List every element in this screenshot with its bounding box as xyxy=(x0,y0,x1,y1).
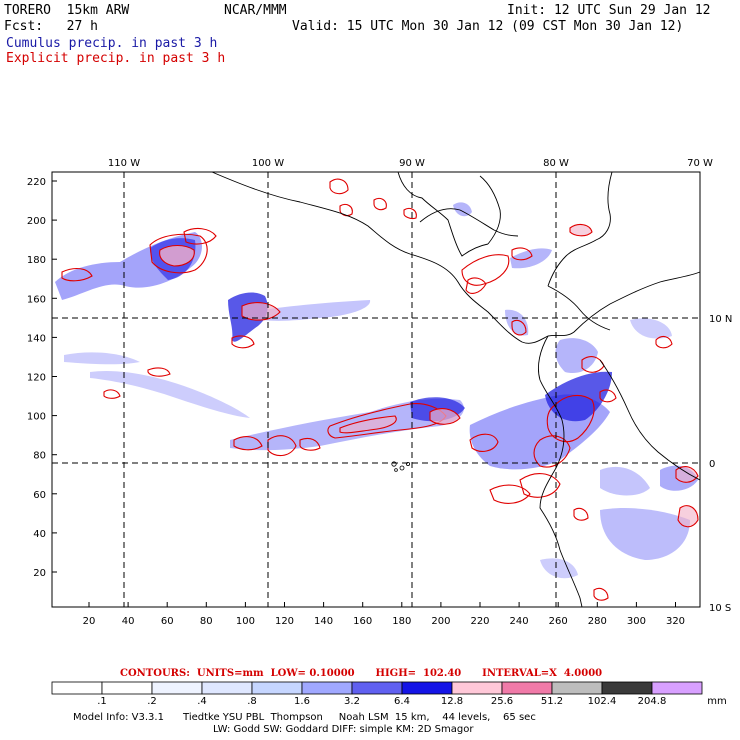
coastlines xyxy=(211,171,701,608)
x-index-label: 280 xyxy=(588,616,607,627)
colorbar xyxy=(51,681,703,695)
x-index-label: 20 xyxy=(83,616,96,627)
colorbar-label: 25.6 xyxy=(490,696,514,707)
y-index-labels: 220 200 180 160 140 120 100 80 60 40 20 xyxy=(27,177,46,579)
colorbar-swatch xyxy=(501,681,553,695)
colorbar-label: 12.8 xyxy=(440,696,464,707)
x-index-label: 40 xyxy=(122,616,135,627)
x-index-label: 220 xyxy=(470,616,489,627)
y-index-label: 20 xyxy=(33,568,46,579)
x-index-label: 100 xyxy=(236,616,255,627)
colorbar-swatch xyxy=(401,681,453,695)
y-index-label: 160 xyxy=(27,294,46,305)
x-index-label: 260 xyxy=(549,616,568,627)
colorbar-label: .2 xyxy=(147,696,157,707)
x-index-label: 120 xyxy=(275,616,294,627)
colorbar-swatch xyxy=(151,681,203,695)
colorbar-swatch xyxy=(351,681,403,695)
axis-ticks xyxy=(52,180,676,607)
model-info-line1: Model Info: V3.3.1 Tiedtke YSU PBL Thomp… xyxy=(73,712,536,723)
legend-explicit: Explicit precip. in past 3 h xyxy=(6,51,226,66)
colorbar-swatch xyxy=(651,681,703,695)
x-index-label: 320 xyxy=(666,616,685,627)
legend-cumulus: Cumulus precip. in past 3 h xyxy=(6,36,218,51)
forecast-hour: Fcst: 27 h xyxy=(4,19,98,34)
lat-label: 10 S xyxy=(709,603,731,614)
lon-label: 110 W xyxy=(108,158,140,169)
colorbar-swatch xyxy=(301,681,353,695)
x-index-label: 140 xyxy=(314,616,333,627)
latlon-grid xyxy=(52,172,700,607)
colorbar-label: 1.6 xyxy=(294,696,310,707)
lon-label: 80 W xyxy=(543,158,569,169)
colorbar-label: 51.2 xyxy=(540,696,564,707)
x-index-label: 180 xyxy=(392,616,411,627)
y-index-label: 180 xyxy=(27,255,46,266)
colorbar-label: .4 xyxy=(197,696,207,707)
colorbar-label: 204.8 xyxy=(637,696,667,707)
init-time: Init: 12 UTC Sun 29 Jan 12 xyxy=(507,3,711,18)
y-index-label: 40 xyxy=(33,529,46,540)
x-index-label: 200 xyxy=(431,616,450,627)
lon-labels: 110 W 100 W 90 W 80 W 70 W xyxy=(108,158,713,169)
lat-labels: 10 N 0 10 S xyxy=(709,314,732,614)
y-index-label: 200 xyxy=(27,216,46,227)
x-index-label: 160 xyxy=(353,616,372,627)
y-index-label: 120 xyxy=(27,373,46,384)
lon-label: 100 W xyxy=(252,158,284,169)
lon-label: 90 W xyxy=(399,158,425,169)
x-index-labels: 20 40 60 80 100 120 140 160 180 200 220 240 260 280 30… xyxy=(83,616,685,627)
lat-label: 0 xyxy=(709,459,715,470)
galapagos-islands xyxy=(391,461,410,472)
colorbar-unit: mm xyxy=(707,696,727,707)
lon-label: 70 W xyxy=(687,158,713,169)
lat-label: 10 N xyxy=(709,314,732,325)
colorbar-label: 3.2 xyxy=(344,696,360,707)
model-title: TORERO 15km ARW xyxy=(4,3,130,18)
colorbar-label: .8 xyxy=(247,696,257,707)
colorbar-swatch xyxy=(101,681,153,695)
colorbar-swatch xyxy=(551,681,603,695)
model-info-line2: LW: Godd SW: Goddard DIFF: simple KM: 2D… xyxy=(213,724,474,735)
colorbar-swatch xyxy=(251,681,303,695)
org-label: NCAR/MMM xyxy=(224,3,287,18)
colorbar-swatch xyxy=(51,681,103,695)
x-index-label: 300 xyxy=(627,616,646,627)
y-index-label: 100 xyxy=(27,412,46,423)
x-index-label: 80 xyxy=(200,616,213,627)
x-index-label: 240 xyxy=(510,616,529,627)
explicit-precip-contours xyxy=(61,178,699,601)
y-index-label: 80 xyxy=(33,451,46,462)
valid-time: Valid: 15 UTC Mon 30 Jan 12 (09 CST Mon … xyxy=(292,19,684,34)
y-index-label: 60 xyxy=(33,490,46,501)
y-index-label: 220 xyxy=(27,177,46,188)
colorbar-label: .1 xyxy=(97,696,107,707)
x-index-label: 60 xyxy=(161,616,174,627)
contours-info: CONTOURS: UNITS=mm LOW= 0.10000 HIGH= 10… xyxy=(120,668,603,679)
colorbar-swatch xyxy=(201,681,253,695)
y-index-label: 140 xyxy=(27,333,46,344)
colorbar-swatch xyxy=(601,681,653,695)
colorbar-label: 102.4 xyxy=(587,696,617,707)
colorbar-swatch xyxy=(451,681,503,695)
colorbar-label: 6.4 xyxy=(394,696,410,707)
